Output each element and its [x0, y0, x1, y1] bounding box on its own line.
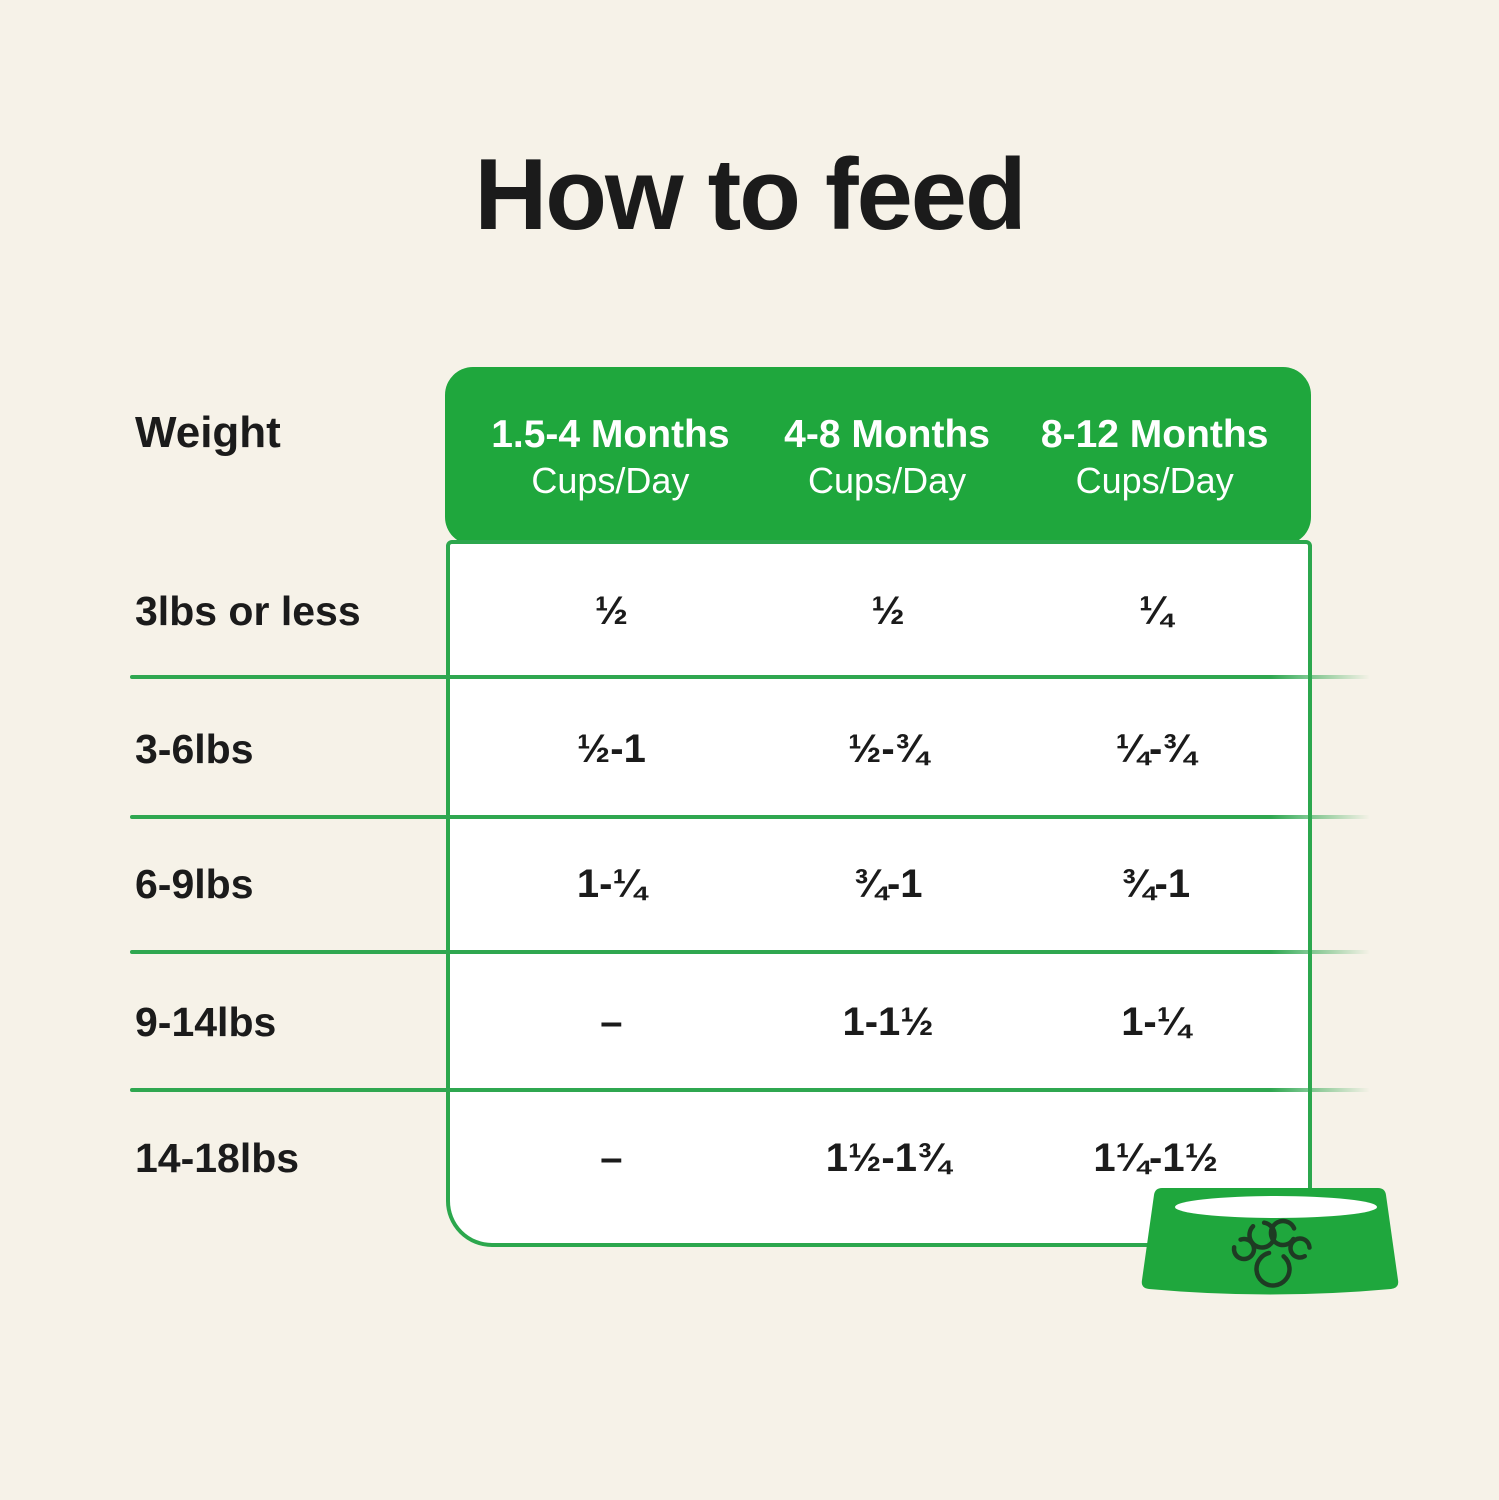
- cell-value: 1½-1¾: [825, 1135, 951, 1180]
- table-row: 3lbs or less ½ ½ ¼: [0, 583, 1499, 639]
- row-values: ½-1 ½-¾ ¼-¾: [446, 721, 1312, 777]
- row-weight-label: 14-18lbs: [135, 1134, 300, 1181]
- feeding-table-body: [446, 540, 1312, 1247]
- row-divider: [130, 675, 1370, 679]
- cell-value: ½: [594, 588, 629, 633]
- column-header-1-sublabel: Cups/Day: [531, 460, 690, 502]
- table-row: 3-6lbs ½-1 ½-¾ ¼-¾: [0, 721, 1499, 777]
- cell-value: 1-¼: [1121, 999, 1191, 1044]
- row-divider: [130, 1088, 1370, 1092]
- row-weight-label: 3-6lbs: [135, 725, 254, 772]
- cell-value: ½-1: [576, 726, 646, 771]
- page-title: How to feed: [474, 139, 1026, 251]
- row-values: 1-¼ ¾-1 ¾-1: [446, 856, 1312, 912]
- cell-value: ½-¾: [848, 726, 929, 771]
- cell-value: 1¼-1½: [1093, 1135, 1218, 1180]
- column-header-1-label: 1.5-4 Months: [491, 413, 730, 457]
- table-row: 14-18lbs – 1½-1¾ 1¼-1½: [0, 1130, 1499, 1186]
- cell-value: ¾-1: [1121, 861, 1191, 906]
- column-header-3-sublabel: Cups/Day: [1075, 460, 1234, 502]
- column-header-2-sublabel: Cups/Day: [808, 460, 967, 502]
- row-weight-label: 9-14lbs: [135, 998, 277, 1045]
- column-header-1: 1.5-4 Months Cups/Day: [445, 407, 776, 505]
- row-divider: [130, 950, 1370, 954]
- row-values: – 1½-1¾ 1¼-1½: [446, 1130, 1312, 1186]
- row-weight-label: 6-9lbs: [135, 860, 254, 907]
- cell-value: –: [600, 999, 623, 1044]
- cell-value: ¼-¾: [1115, 726, 1196, 771]
- column-header-2-label: 4-8 Months: [784, 413, 990, 457]
- row-values: ½ ½ ¼: [446, 583, 1312, 639]
- weight-column-header: Weight: [135, 408, 281, 457]
- paw-print-icon: [1231, 1218, 1312, 1288]
- table-row: 9-14lbs – 1-1½ 1-¼: [0, 994, 1499, 1050]
- cell-value: ¾-1: [853, 861, 923, 906]
- column-header-3: 8-12 Months Cups/Day: [998, 407, 1311, 505]
- cell-value: –: [600, 1135, 623, 1180]
- dog-bowl-icon: [1141, 1188, 1399, 1295]
- row-divider: [130, 815, 1370, 819]
- column-header-2: 4-8 Months Cups/Day: [776, 407, 999, 505]
- cell-value: 1-1½: [842, 999, 934, 1044]
- cell-value: ½: [871, 588, 905, 633]
- row-weight-label: 3lbs or less: [135, 587, 361, 634]
- column-header-3-label: 8-12 Months: [1040, 413, 1269, 457]
- table-row: 6-9lbs 1-¼ ¾-1 ¾-1: [0, 856, 1499, 912]
- cell-value: ¼: [1138, 588, 1173, 633]
- row-values: – 1-1½ 1-¼: [446, 994, 1312, 1050]
- age-columns-header: 1.5-4 Months Cups/Day 4-8 Months Cups/Da…: [445, 367, 1311, 545]
- cell-value: 1-¼: [576, 861, 646, 906]
